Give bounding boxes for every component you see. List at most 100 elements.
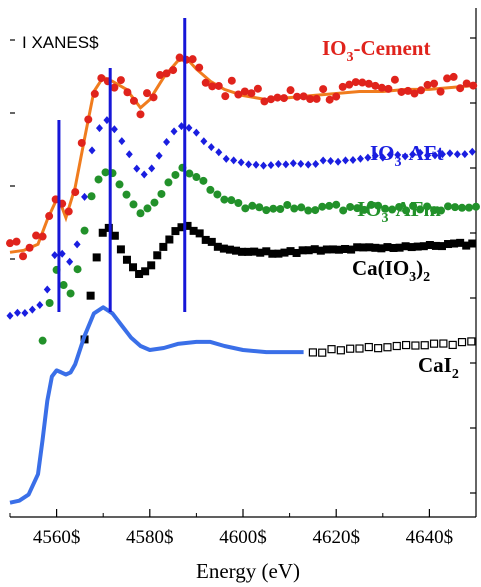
data-point <box>147 261 156 270</box>
series-io3-aft <box>6 116 476 320</box>
data-point <box>169 66 178 75</box>
data-point <box>431 241 440 250</box>
data-point <box>327 345 336 354</box>
data-point <box>208 82 217 91</box>
data-point <box>423 80 432 89</box>
data-point <box>148 164 156 173</box>
data-point <box>462 241 471 250</box>
data-point <box>240 87 249 96</box>
data-point <box>290 204 299 213</box>
data-point <box>367 200 376 209</box>
data-point <box>371 151 379 160</box>
data-point <box>353 204 362 213</box>
data-point <box>365 243 374 252</box>
data-point <box>425 241 434 250</box>
data-point <box>38 336 47 345</box>
data-point <box>214 81 223 90</box>
data-point <box>268 249 277 258</box>
data-point <box>401 152 409 161</box>
series-cai2-open-markers- <box>308 337 476 357</box>
data-point <box>219 244 228 253</box>
data-point <box>364 79 373 88</box>
data-point <box>163 138 171 147</box>
data-point <box>389 243 398 252</box>
data-point <box>177 122 185 131</box>
data-point <box>122 255 131 264</box>
data-point <box>241 204 250 213</box>
data-point <box>338 82 347 91</box>
data-point <box>286 247 295 256</box>
data-point <box>238 247 247 256</box>
data-point <box>424 151 432 160</box>
data-point <box>318 348 327 357</box>
data-point <box>472 202 480 211</box>
data-point <box>195 229 204 238</box>
data-point <box>312 159 320 168</box>
data-point <box>43 285 51 294</box>
data-point <box>45 299 54 308</box>
series-label-1: IO3-AFt <box>370 141 444 170</box>
data-point <box>122 190 131 199</box>
series-labels: IO3-Cement IO3-AFt IO3-AFm Ca(IO3)2 CaI2 <box>322 36 459 382</box>
data-point <box>381 204 390 213</box>
data-point <box>413 242 422 251</box>
data-point <box>192 173 201 182</box>
data-point <box>51 251 59 260</box>
data-point <box>227 76 236 85</box>
data-point <box>77 138 86 147</box>
data-point <box>346 202 355 211</box>
data-point <box>73 265 82 274</box>
data-point <box>449 72 458 81</box>
data-point <box>200 137 208 146</box>
x-tick-labels: 4560$ 4580$ 4600$ 4620$ 4640$ <box>33 527 453 548</box>
data-point <box>255 203 264 212</box>
data-point <box>325 95 334 104</box>
data-point <box>451 203 460 212</box>
data-point <box>298 246 307 255</box>
series-label-4: CaI2 <box>418 353 459 382</box>
data-point <box>185 123 193 132</box>
data-point <box>419 242 428 251</box>
data-point <box>66 289 75 298</box>
data-point <box>222 154 230 163</box>
data-point <box>28 305 36 314</box>
data-point <box>98 228 107 237</box>
data-point <box>244 247 253 256</box>
data-point <box>297 203 306 212</box>
data-point <box>87 192 96 201</box>
data-point <box>81 192 89 201</box>
data-point <box>215 148 223 157</box>
data-point <box>123 88 132 97</box>
data-point <box>129 200 138 209</box>
data-point <box>293 92 302 101</box>
data-point <box>171 227 180 236</box>
data-point <box>177 223 186 232</box>
data-point <box>292 248 301 257</box>
data-point <box>282 160 290 169</box>
panel-label: I XANES$ <box>22 33 99 52</box>
data-point <box>199 176 208 185</box>
data-point <box>332 92 341 101</box>
data-point <box>383 243 392 252</box>
data-point <box>446 149 454 158</box>
data-point <box>304 246 313 255</box>
data-point <box>206 185 215 194</box>
data-point <box>444 202 453 211</box>
data-point <box>342 156 350 165</box>
data-point <box>94 175 103 184</box>
series-io3-afm <box>38 163 480 345</box>
data-point <box>64 207 73 216</box>
data-point <box>311 206 320 215</box>
data-point <box>364 342 373 352</box>
data-point <box>185 169 194 178</box>
data-point <box>136 209 145 218</box>
data-point <box>247 89 256 98</box>
data-point <box>304 206 313 215</box>
data-point <box>133 164 141 173</box>
data-point <box>59 281 68 290</box>
data-point <box>349 155 357 164</box>
data-point <box>232 246 241 255</box>
data-point <box>213 190 222 199</box>
data-point <box>101 168 110 177</box>
